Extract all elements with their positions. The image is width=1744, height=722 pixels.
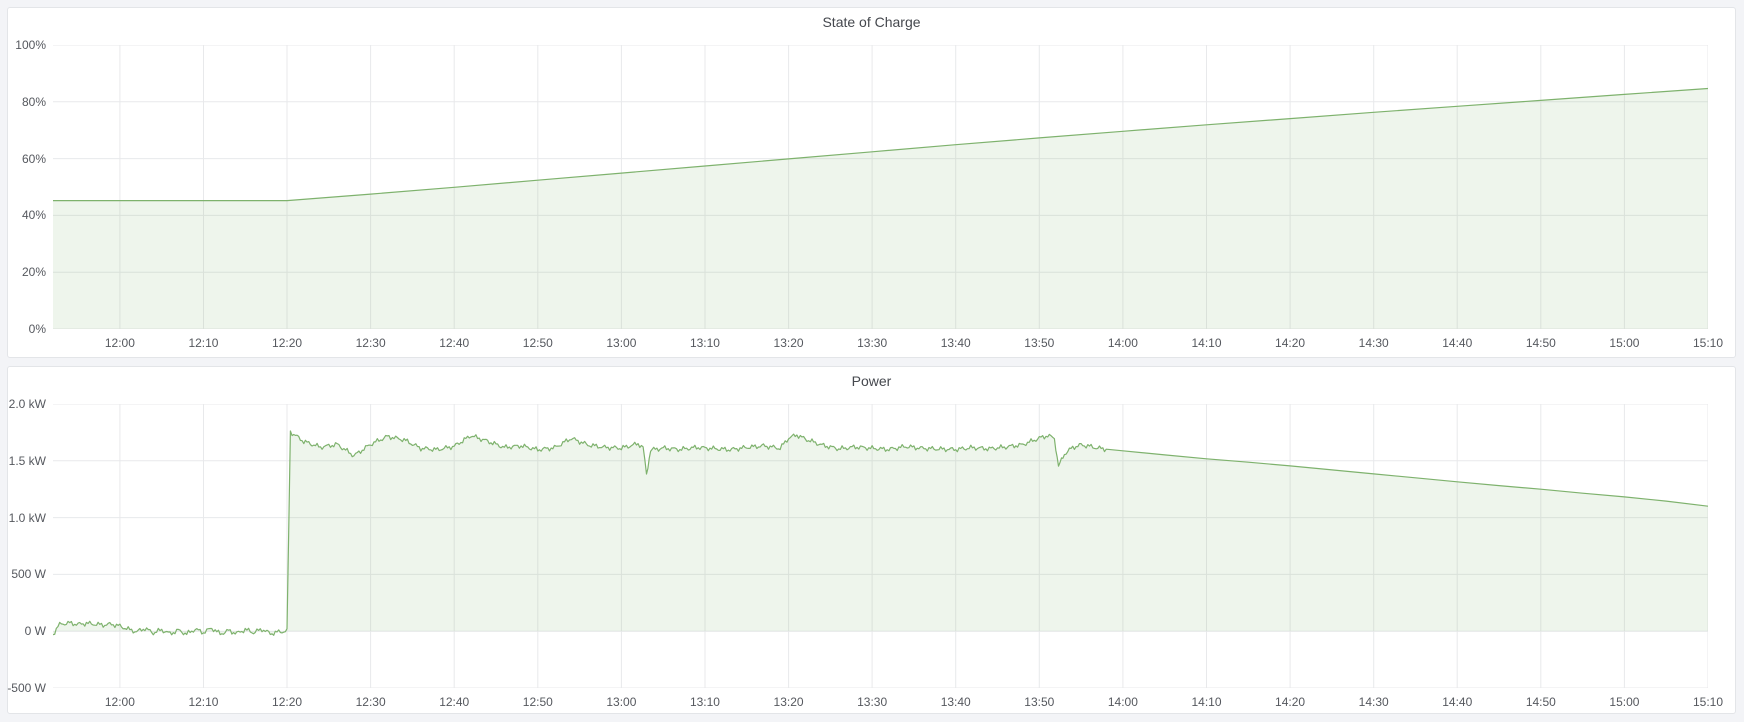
x-tick-label: 12:00 xyxy=(104,695,135,709)
x-tick-label: 14:20 xyxy=(1275,336,1306,350)
x-tick-label: 13:50 xyxy=(1024,695,1055,709)
x-tick-label: 14:10 xyxy=(1191,695,1222,709)
y-tick-label: 20% xyxy=(21,265,46,280)
y-tick-label: 80% xyxy=(21,94,46,109)
x-tick-label: 13:40 xyxy=(940,695,971,709)
y-tick-label: 1.0 kW xyxy=(8,510,46,525)
x-tick-label: 14:30 xyxy=(1358,695,1389,709)
series-area xyxy=(53,431,1708,636)
x-tick-label: 15:00 xyxy=(1609,695,1640,709)
x-tick-label: 12:20 xyxy=(272,336,303,350)
panel-title-state-of-charge[interactable]: State of Charge xyxy=(822,14,921,30)
series-area xyxy=(53,88,1708,329)
soc-plot-area[interactable]: 0% 20% 40% 60% 80% 100% 12:00 12:10 12:20 12:30 1… xyxy=(8,8,1735,357)
soc-chart-svg xyxy=(53,45,1708,329)
y-tick-label: 0 W xyxy=(24,624,46,639)
x-tick-label: 13:10 xyxy=(689,695,720,709)
panel-title-power[interactable]: Power xyxy=(851,373,892,389)
x-tick-label: 13:00 xyxy=(606,336,637,350)
x-tick-label: 14:30 xyxy=(1358,336,1389,350)
y-tick-label: 0% xyxy=(28,322,46,336)
x-tick-label: 14:00 xyxy=(1107,695,1138,709)
y-tick-label: -500 W xyxy=(7,681,46,695)
panel-power: Power -500 W 0 W 500 W 1.0 kW 1.5 kW 2.0 kW 1… xyxy=(7,366,1736,714)
x-tick-label: 14:50 xyxy=(1525,336,1556,350)
x-tick-label: 12:40 xyxy=(439,336,470,350)
y-tick-label: 100% xyxy=(15,38,46,52)
x-tick-label: 13:30 xyxy=(857,336,888,350)
x-tick-label: 13:20 xyxy=(773,695,804,709)
x-tick-label: 15:00 xyxy=(1609,336,1640,350)
panel-state-of-charge: State of Charge 0% 20% 40% 60% 80% 100% 12:00… xyxy=(7,7,1736,358)
y-tick-label: 500 W xyxy=(11,567,46,582)
x-tick-label: 12:00 xyxy=(104,336,135,350)
gridlines xyxy=(53,45,1708,329)
y-tick-label: 40% xyxy=(21,208,46,223)
x-tick-label: 14:10 xyxy=(1191,336,1222,350)
x-tick-label: 13:40 xyxy=(940,336,971,350)
x-tick-label: 12:10 xyxy=(188,695,219,709)
x-tick-label: 13:20 xyxy=(773,336,804,350)
x-tick-label: 12:50 xyxy=(522,336,553,350)
x-tick-label: 14:40 xyxy=(1442,695,1473,709)
x-tick-label: 13:50 xyxy=(1024,336,1055,350)
x-tick-label: 15:10 xyxy=(1692,695,1724,709)
x-tick-label: 12:20 xyxy=(272,695,303,709)
power-chart-svg xyxy=(53,404,1708,688)
x-tick-label: 14:50 xyxy=(1525,695,1556,709)
x-tick-label: 12:40 xyxy=(439,695,470,709)
series-line xyxy=(53,87,1708,202)
soc-x-axis-labels: 12:00 12:10 12:20 12:30 12:40 12:50 13:00 13:10… xyxy=(53,334,1723,350)
series-line xyxy=(53,430,1708,636)
x-tick-label: 14:40 xyxy=(1442,336,1473,350)
soc-y-axis-labels: 0% 20% 40% 60% 80% 100% xyxy=(8,38,46,336)
x-tick-label: 15:10 xyxy=(1692,336,1724,350)
power-y-axis-labels: -500 W 0 W 500 W 1.0 kW 1.5 kW 2.0 kW xyxy=(7,397,46,695)
y-tick-label: 60% xyxy=(21,151,46,166)
x-tick-label: 12:30 xyxy=(355,336,386,350)
x-tick-label: 12:30 xyxy=(355,695,386,709)
x-tick-label: 13:00 xyxy=(606,695,637,709)
x-tick-label: 12:10 xyxy=(188,336,219,350)
y-tick-label: 2.0 kW xyxy=(8,397,46,411)
x-tick-label: 12:50 xyxy=(522,695,553,709)
y-tick-label: 1.5 kW xyxy=(8,453,46,468)
x-tick-label: 14:20 xyxy=(1275,695,1306,709)
x-tick-label: 13:10 xyxy=(689,336,720,350)
x-tick-label: 14:00 xyxy=(1107,336,1138,350)
x-tick-label: 13:30 xyxy=(857,695,888,709)
gridlines xyxy=(53,404,1708,688)
power-x-axis-labels: 12:00 12:10 12:20 12:30 12:40 12:50 13:00 13:10… xyxy=(53,693,1723,709)
